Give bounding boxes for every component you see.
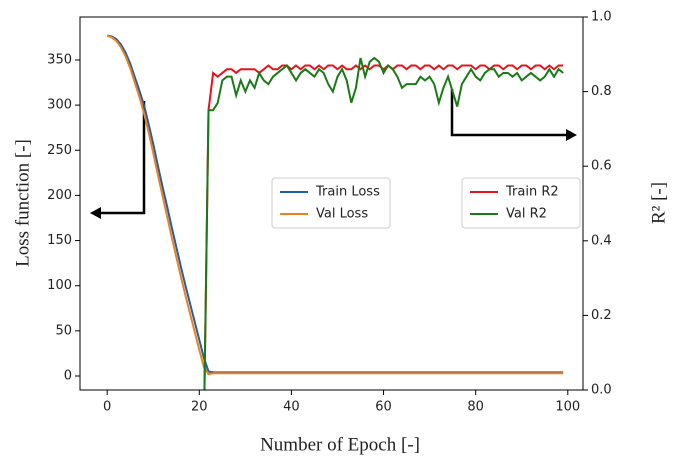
y-tick-label: 350 bbox=[47, 52, 72, 67]
legend-label: Train Loss bbox=[315, 185, 380, 200]
y-tick-label: 100 bbox=[47, 278, 72, 293]
series-line bbox=[106, 34, 564, 376]
x-tick-label: 60 bbox=[375, 400, 392, 415]
series-line bbox=[203, 64, 564, 390]
x-tick-label: 20 bbox=[191, 400, 208, 415]
y2-tick-label: 0.2 bbox=[591, 308, 612, 323]
y-axis-label: Loss function [-] bbox=[12, 139, 33, 267]
y-tick-label: 200 bbox=[47, 188, 72, 203]
x-tick-label: 80 bbox=[467, 400, 484, 415]
x-tick-label: 0 bbox=[103, 400, 111, 415]
legend-label: Val R2 bbox=[506, 207, 547, 222]
series-line bbox=[203, 56, 564, 390]
annotation-arrows bbox=[90, 89, 577, 219]
y2-tick-label: 0.0 bbox=[591, 383, 612, 398]
x-axis-label: Number of Epoch [-] bbox=[260, 434, 420, 455]
legend-box bbox=[461, 177, 581, 229]
y-tick-label: 250 bbox=[47, 143, 72, 158]
x-tick-label: 40 bbox=[283, 400, 300, 415]
legend-box bbox=[271, 177, 391, 229]
y-tick-label: 0 bbox=[64, 369, 72, 384]
legend-label: Train R2 bbox=[505, 185, 559, 200]
y2-tick-label: 1.0 bbox=[591, 10, 612, 25]
y2-axis-label: R² [-] bbox=[648, 182, 669, 224]
y-tick-label: 50 bbox=[55, 323, 72, 338]
y2-tick-label: 0.8 bbox=[591, 84, 612, 99]
plot-frame bbox=[79, 16, 584, 391]
x-tick-label: 100 bbox=[555, 400, 580, 415]
y2-tick-label: 0.6 bbox=[591, 159, 612, 174]
y2-tick-label: 0.4 bbox=[591, 233, 612, 248]
legend-label: Val Loss bbox=[316, 207, 368, 222]
y-tick-label: 300 bbox=[47, 98, 72, 113]
plot-lines bbox=[106, 34, 564, 390]
y-tick-label: 150 bbox=[47, 233, 72, 248]
